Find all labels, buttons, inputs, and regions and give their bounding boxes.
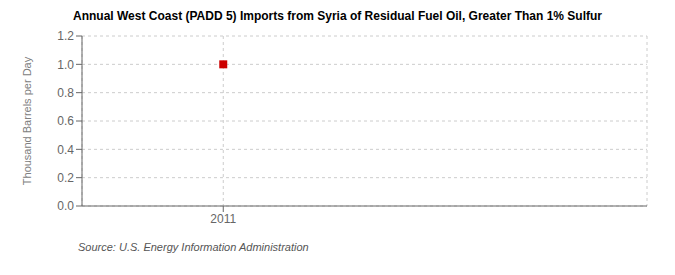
svg-text:0.0: 0.0 <box>57 199 74 213</box>
svg-text:0.8: 0.8 <box>57 86 74 100</box>
svg-text:0.4: 0.4 <box>57 143 74 157</box>
html-text:Source: U.S. Energy Informatio: Source: U.S. Energy Information Administ… <box>78 241 309 253</box>
html-text:Annual West Coast (PADD 5) Imp: Annual West Coast (PADD 5) Imports from … <box>73 9 602 23</box>
svg-text:Thousand Barrels per Day: Thousand Barrels per Day <box>21 56 33 185</box>
svg-text:2011: 2011 <box>210 212 236 226</box>
svg-text:1.2: 1.2 <box>57 29 74 43</box>
svg-text:0.6: 0.6 <box>57 114 74 128</box>
svg-text:0.2: 0.2 <box>57 171 74 185</box>
svg-text:1.0: 1.0 <box>57 58 74 72</box>
